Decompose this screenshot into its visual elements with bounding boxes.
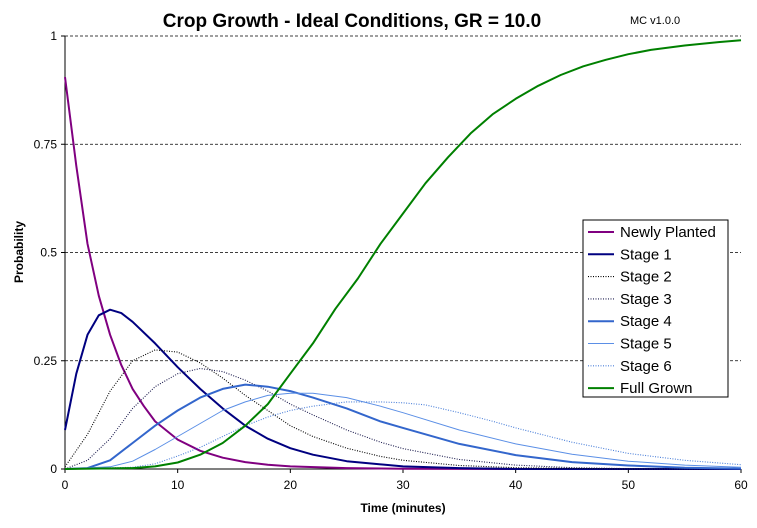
- legend: Newly Planted Stage 1 Stage 2 Stage 3 Stage …: [582, 219, 729, 398]
- x-tick-label-5: 50: [622, 478, 636, 492]
- legend-label-2: Stage 2: [620, 269, 672, 286]
- chart-title: Crop Growth - Ideal Conditions, GR = 10.…: [163, 11, 541, 32]
- gridlines: [65, 35, 741, 362]
- series-line-0: [64, 76, 741, 470]
- series-line-1: [64, 308, 741, 470]
- x-tick-label-6: 60: [734, 478, 748, 492]
- legend-items: Newly Planted Stage 1 Stage 2 Stage 3 Stage …: [588, 224, 716, 397]
- series-line-4: [64, 383, 742, 470]
- x-axis-label: Time (minutes): [360, 501, 445, 515]
- y-tick-label-1: 0.25: [34, 354, 58, 368]
- legend-label-1: Stage 1: [620, 246, 672, 263]
- x-tick-label-4: 40: [509, 478, 523, 492]
- y-tick-label-4: 1: [50, 29, 57, 43]
- legend-label-3: Stage 3: [620, 291, 672, 308]
- legend-label-0: Newly Planted: [620, 224, 716, 241]
- x-tick-label-0: 0: [62, 478, 69, 492]
- version-label: MC v1.0.0: [630, 15, 680, 27]
- x-tick-label-2: 20: [284, 478, 298, 492]
- series-line-5: [64, 392, 742, 470]
- series-line-7: [64, 39, 742, 470]
- y-axis-label: Probability: [12, 221, 26, 283]
- legend-label-6: Stage 6: [620, 358, 672, 375]
- y-tick-label-2: 0.5: [40, 246, 57, 260]
- legend-label-4: Stage 4: [620, 313, 672, 330]
- y-tick-label-3: 0.75: [34, 137, 58, 151]
- x-ticks: 0 10 20 30 40 50 60: [62, 469, 748, 492]
- y-tick-label-0: 0: [50, 462, 57, 476]
- legend-label-5: Stage 5: [620, 336, 672, 353]
- x-tick-label-1: 10: [171, 478, 185, 492]
- series-line-3: [64, 367, 742, 470]
- series-line-6: [64, 401, 742, 470]
- x-tick-label-3: 30: [396, 478, 410, 492]
- y-ticks: 0 0.25 0.5 0.75 1: [34, 29, 65, 476]
- legend-label-7: Full Grown: [620, 380, 693, 397]
- series-lines: [64, 39, 742, 470]
- legend-box: [582, 219, 729, 398]
